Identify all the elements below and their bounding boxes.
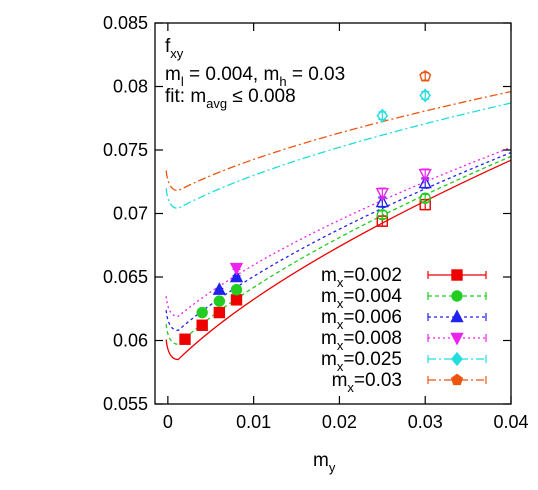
fit-curves [165,90,512,361]
y-tick-label: 0.07 [113,204,148,224]
data-point-circle [213,295,226,307]
fit-curve [165,102,512,210]
legend-label: mx=0.008 [321,328,402,353]
y-tick-label: 0.065 [103,267,148,287]
data-point-pentagon [419,69,432,82]
annotation-line-1: fxy [165,36,184,61]
legend-marker-diamond [451,351,463,367]
legend-marker-triangle-down [450,332,464,346]
data-point-circle [376,209,389,221]
data-point-triangle-down [229,262,244,276]
x-tick-label: 0.02 [322,412,357,432]
x-axis-label: my [313,450,336,475]
x-tick-label: 0.01 [236,412,271,432]
annotation-line-3: fit: mavg ≤ 0.008 [165,86,296,111]
data-point-square [213,306,226,319]
data-point-circle [230,284,243,296]
legend-marker-triangle [450,309,464,323]
legend-label: mx=0.03 [332,370,402,395]
x-tick-label: 0.04 [493,412,528,432]
legend-label: mx=0.002 [321,265,402,290]
data-point-triangle-down [418,168,432,182]
data-point-circle [196,306,208,319]
data-point-triangle [375,194,389,208]
y-tick-label: 0.085 [103,13,148,33]
y-tick-label: 0.08 [113,77,148,97]
x-tick-label: 0.03 [408,412,443,432]
y-tick-label: 0.06 [113,331,148,351]
data-point-triangle [418,175,432,189]
legend-label: mx=0.004 [321,286,402,311]
axis-ticks: 0.055 0.06 0.065 0.07 0.075 0.08 0.085 0 0.01 0.0… [103,13,529,432]
legend: mx=0.002mx=0.004mx=0.006mx=0.008mx=0.025… [321,265,487,395]
data-points [179,69,432,345]
fit-curve [165,159,512,361]
fit-curve [165,155,512,345]
annotation-line-2: ml = 0.004, mh = 0.03 [165,64,345,89]
data-point-circle [419,192,431,204]
x-tick-label: 0 [163,412,173,432]
legend-label: mx=0.025 [321,349,402,374]
data-point-square [196,319,208,331]
y-tick-label: 0.075 [103,140,148,160]
data-point-triangle [212,282,226,295]
data-point-square [230,294,243,306]
data-point-diamond [376,108,389,123]
data-point-triangle-down [375,187,389,201]
fit-curve [165,146,512,318]
data-point-triangle [229,269,244,283]
legend-marker-pentagon [450,373,464,386]
fit-curve [165,90,512,192]
legend-marker-square [451,269,463,281]
legend-marker-circle [451,290,463,302]
y-tick-label: 0.055 [103,394,148,414]
data-point-square [179,333,191,345]
data-point-diamond [419,88,432,103]
legend-label: mx=0.006 [321,307,402,332]
annotation-box: fxy ml = 0.004, mh = 0.03 fit: mavg ≤ 0.… [165,36,345,111]
